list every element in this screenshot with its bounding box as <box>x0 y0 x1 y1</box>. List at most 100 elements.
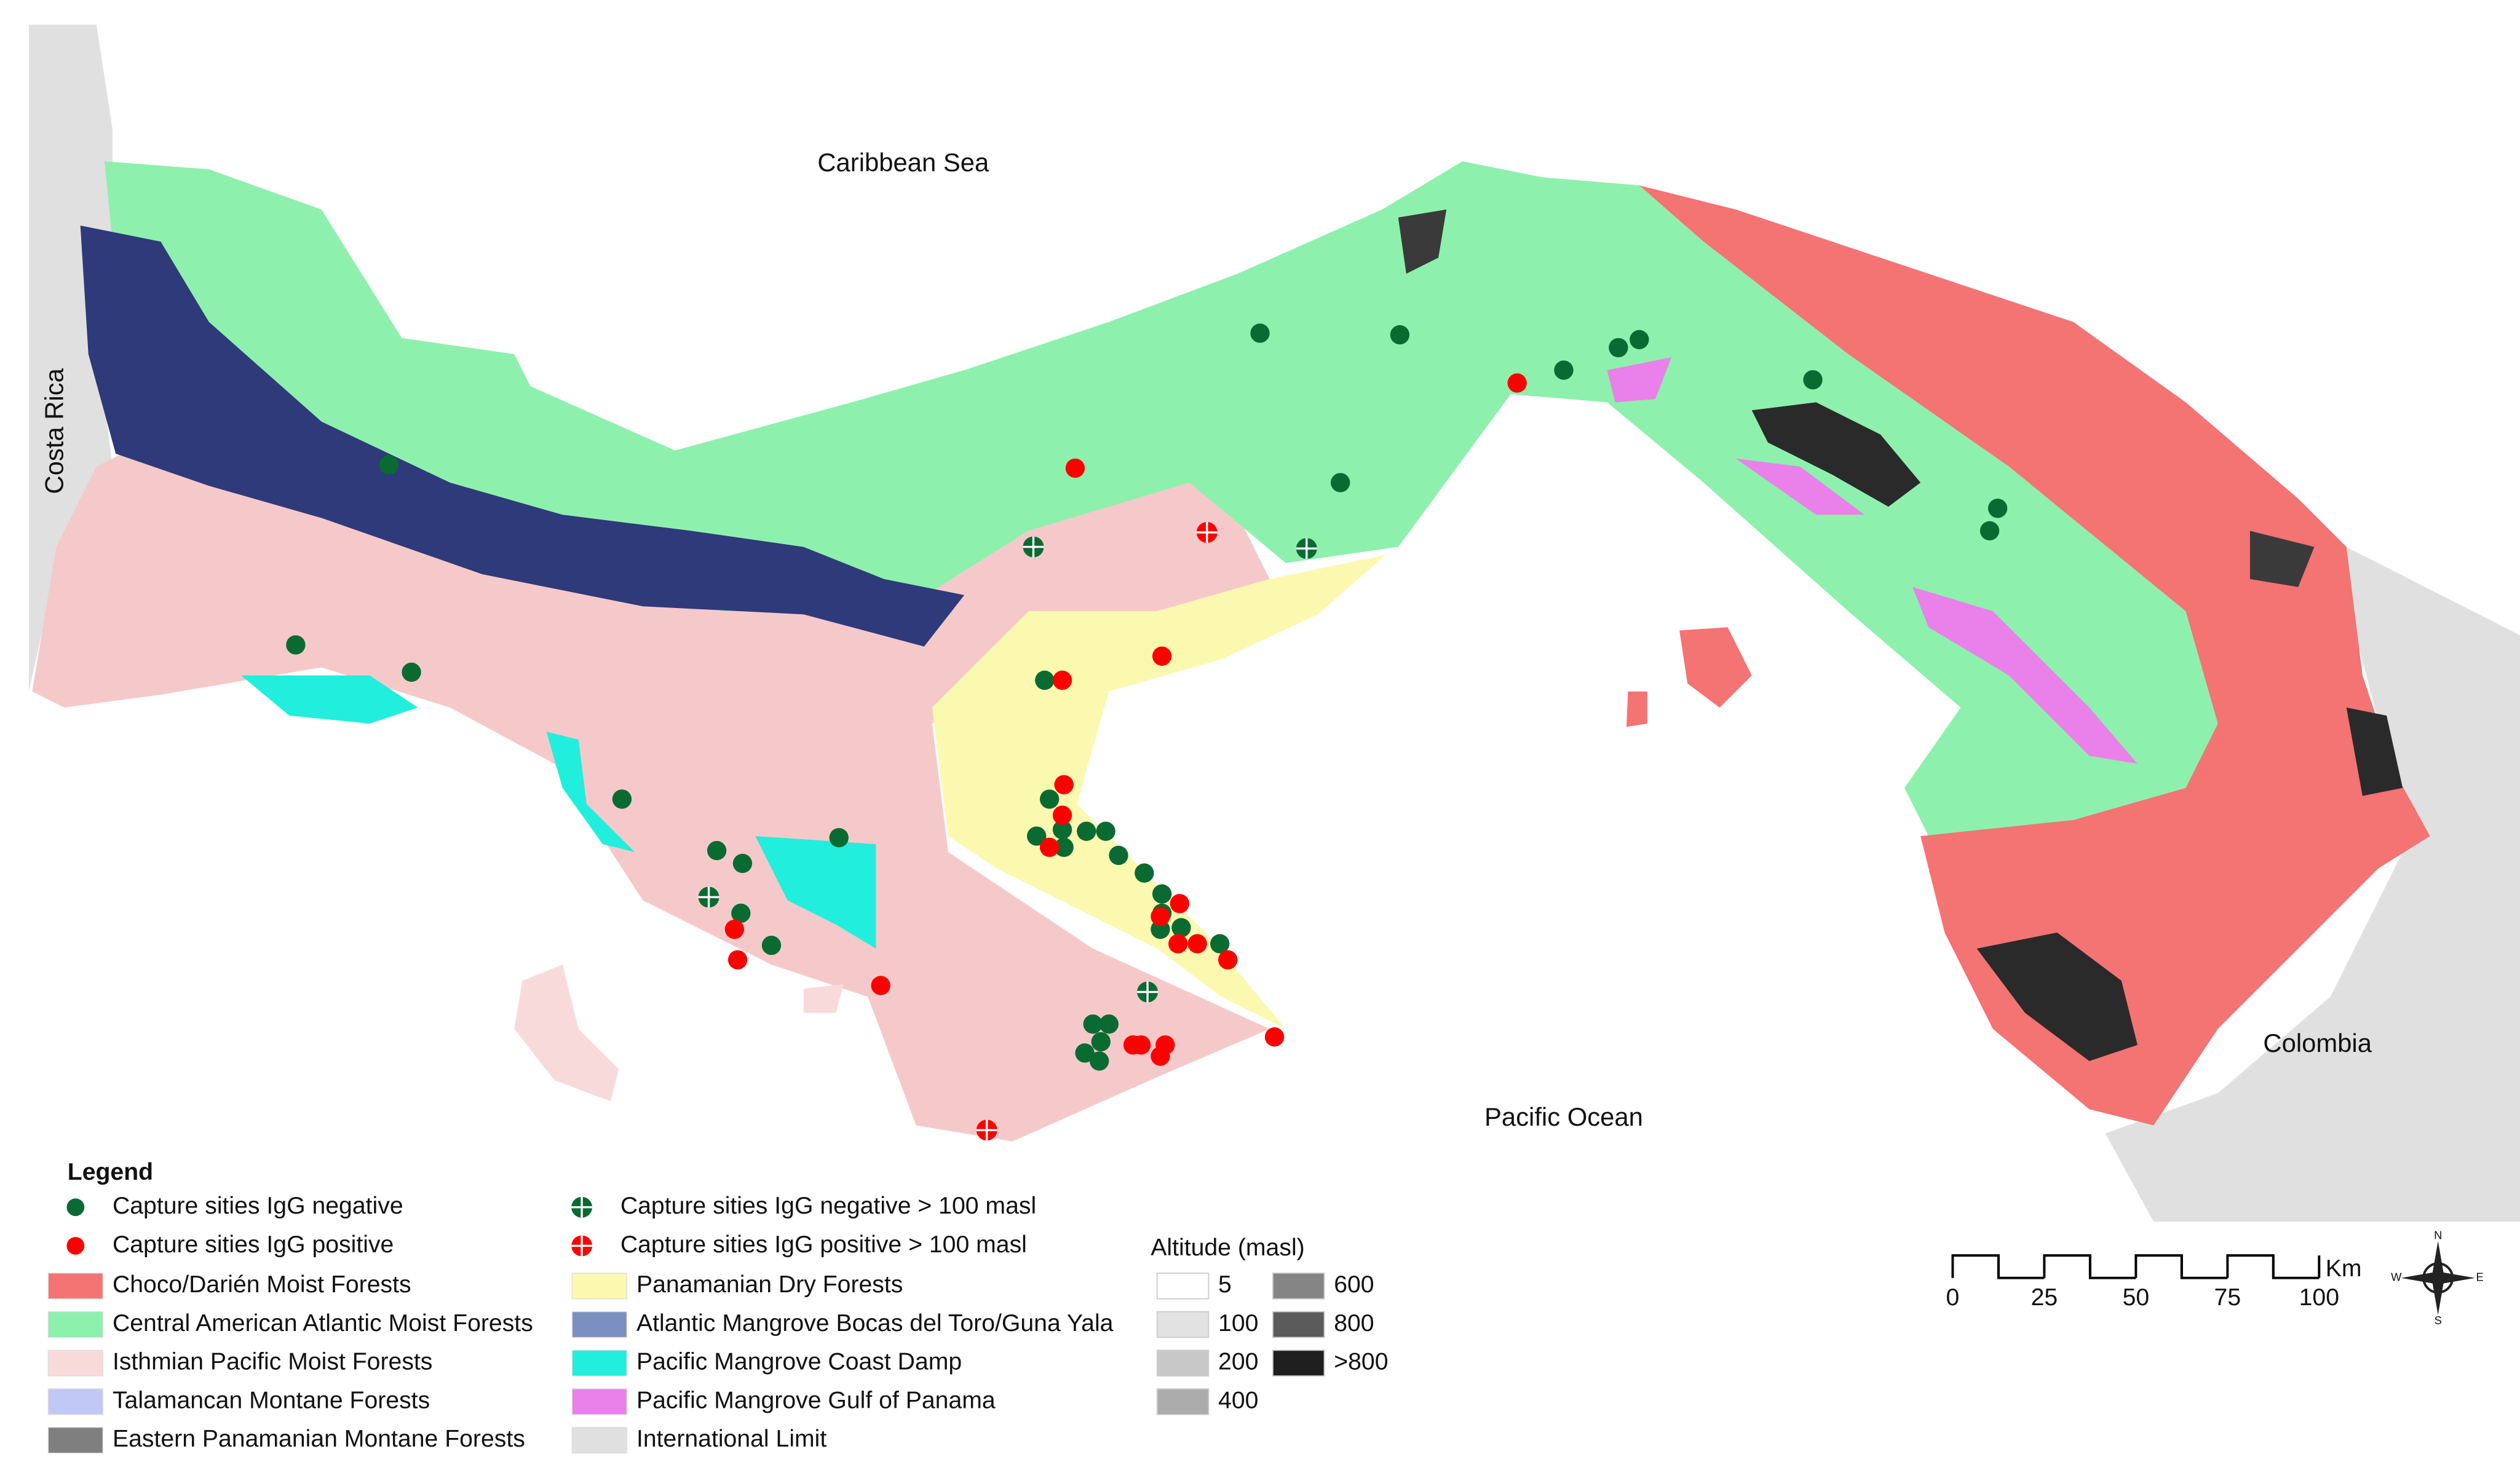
legend-title: Legend <box>68 1159 153 1185</box>
legend-label: Panamanian Dry Forests <box>636 1271 903 1298</box>
scale-label: 0 <box>1946 1284 1960 1311</box>
site-negative <box>829 827 849 848</box>
legend-label: Choco/Darién Moist Forests <box>113 1271 411 1298</box>
highland <box>1976 932 2138 1061</box>
altitude-label: 5 <box>1218 1271 1232 1298</box>
site-negative <box>1027 826 1047 846</box>
legend-swatch <box>571 1388 627 1415</box>
highland <box>1751 402 1921 507</box>
site-negative <box>1099 1014 1119 1034</box>
legend-label: Capture sities IgG positive <box>113 1231 394 1258</box>
legend-swatch <box>47 1311 103 1338</box>
site-cross <box>571 1196 593 1218</box>
legend: Capture sities IgG negative Capture sitie… <box>47 1193 1389 1454</box>
site-negative <box>1210 934 1230 954</box>
site-negative <box>379 455 399 475</box>
scale-unit: Km <box>2326 1255 2362 1282</box>
talamancan-montane-forest <box>80 225 965 647</box>
compass: N E S W <box>2391 1229 2484 1327</box>
altitude-swatch <box>1156 1388 1210 1415</box>
legend-swatch <box>571 1349 627 1376</box>
legend-label: Talamancan Montane Forests <box>113 1387 430 1413</box>
island <box>803 984 844 1013</box>
altitude-swatch <box>1156 1272 1210 1300</box>
legend-swatch <box>47 1349 103 1376</box>
legend-marker <box>66 1237 85 1255</box>
legend-label: Capture sities IgG negative <box>113 1193 403 1219</box>
site-cross <box>1196 522 1218 543</box>
costa-rica-land <box>29 25 113 692</box>
legend-swatch <box>47 1427 103 1454</box>
site-negative <box>731 903 751 923</box>
site-negative <box>732 853 753 874</box>
site-positive <box>1052 805 1072 825</box>
site-negative <box>286 635 306 655</box>
legend-swatch <box>47 1388 103 1415</box>
site-negative <box>1052 819 1072 840</box>
mangrove-gulf <box>1735 458 1864 515</box>
altitude-label: 400 <box>1218 1387 1258 1413</box>
site-negative <box>1630 330 1649 350</box>
mangrove-pacific <box>546 732 635 853</box>
compass-label: E <box>2476 1271 2484 1284</box>
site-negative <box>1054 837 1074 857</box>
compass-label: W <box>2391 1271 2402 1284</box>
site-negative <box>707 840 727 861</box>
site-positive <box>1187 934 1207 954</box>
site-positive <box>724 919 745 939</box>
legend-swatch <box>571 1273 627 1300</box>
scale-bar: 0 25 50 75 100 <box>1946 1254 2339 1311</box>
sea-label: Pacific Ocean <box>1484 1102 1643 1131</box>
isthmian-pacific-forest <box>32 434 1270 1142</box>
site-positive <box>871 976 890 995</box>
site-positive <box>1151 906 1170 926</box>
highland <box>1398 209 1447 274</box>
site-positive <box>1152 646 1172 666</box>
legend-label: Eastern Panamanian Montane Forests <box>113 1426 525 1452</box>
site-cross <box>698 887 719 908</box>
scale-label: 50 <box>2123 1284 2150 1311</box>
site-negative <box>1039 789 1060 809</box>
site-positive <box>1168 934 1188 954</box>
mangrove-gulf <box>1607 357 1672 403</box>
site-cross <box>1137 981 1159 1003</box>
site-positive <box>1151 1046 1170 1066</box>
choco-darien-forest <box>1639 185 2430 1126</box>
site-negative <box>1089 1051 1109 1071</box>
mangrove-pacific <box>241 675 418 724</box>
site-positive <box>1507 373 1527 393</box>
altitude-swatch <box>1156 1311 1210 1338</box>
site-negative <box>1135 863 1154 883</box>
site-negative <box>1330 473 1350 492</box>
atlantic-moist-forest <box>104 161 2218 837</box>
site-negative <box>1609 338 1628 358</box>
scale-label: 100 <box>2299 1284 2339 1311</box>
compass-label: S <box>2435 1314 2442 1327</box>
altitude-label: 600 <box>1334 1271 1374 1298</box>
site-cross <box>1296 538 1317 559</box>
site-negative <box>761 936 782 955</box>
site-negative <box>1075 1043 1095 1063</box>
site-negative <box>1390 325 1410 345</box>
altitude-swatch <box>1272 1272 1325 1300</box>
legend-label: International Limit <box>636 1426 826 1452</box>
altitude-title: Altitude (masl) <box>1151 1234 1304 1261</box>
altitude-swatch <box>1272 1311 1325 1338</box>
legend-label: Pacific Mangrove Gulf of Panama <box>636 1387 996 1413</box>
country-label: Costa Rica <box>40 368 69 494</box>
altitude-label: >800 <box>1334 1349 1388 1375</box>
site-negative <box>1152 884 1172 904</box>
compass-label: N <box>2434 1229 2442 1242</box>
site-positive <box>1054 775 1074 795</box>
site-cross <box>976 1120 997 1141</box>
highland <box>2346 707 2403 796</box>
scale-label: 25 <box>2031 1284 2058 1311</box>
altitude-swatch <box>1156 1349 1210 1377</box>
site-positive <box>1264 1027 1285 1047</box>
legend-swatch <box>47 1273 103 1300</box>
site-negative <box>1083 1014 1103 1034</box>
site-negative <box>1803 370 1823 390</box>
site-negative <box>1554 360 1574 380</box>
legend-label: Atlantic Mangrove Bocas del Toro/Guna Ya… <box>636 1310 1114 1337</box>
altitude-swatch <box>1272 1349 1325 1377</box>
